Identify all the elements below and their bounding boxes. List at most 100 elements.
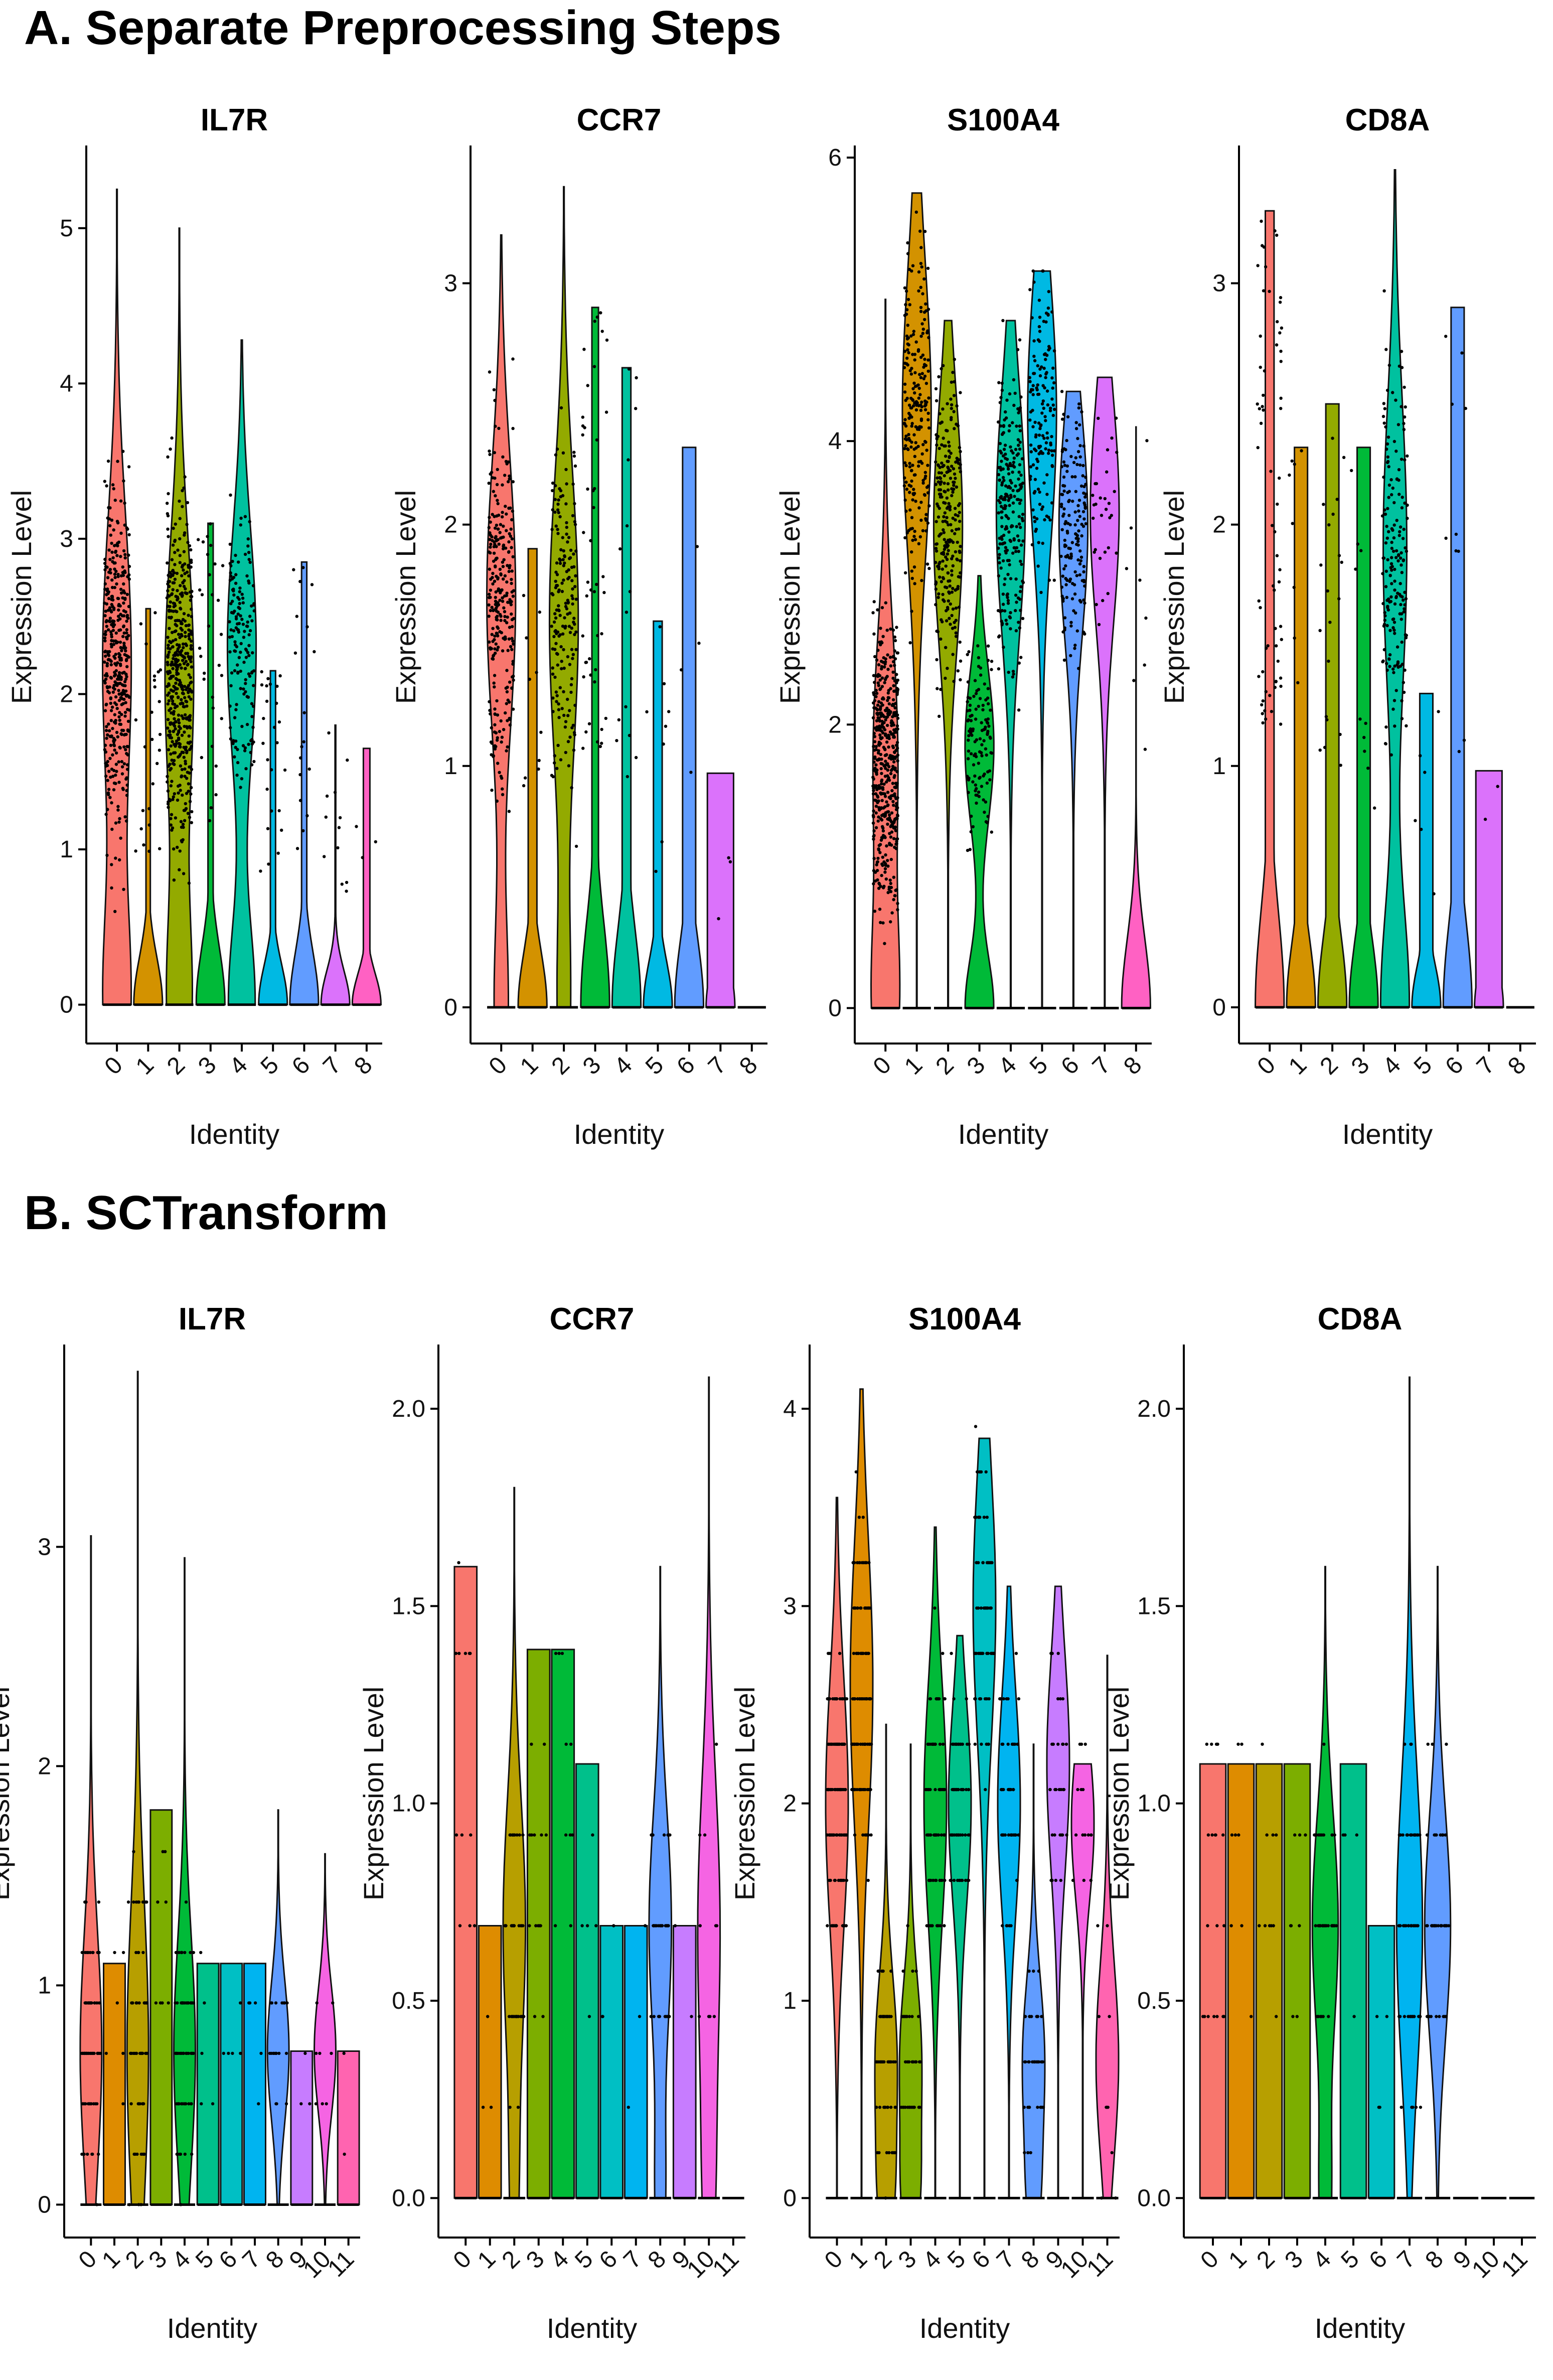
cell-point — [1060, 493, 1063, 496]
x-axis-title: Identity — [167, 2312, 258, 2344]
cell-point — [1083, 495, 1087, 499]
cell-point — [105, 664, 109, 668]
cell-point — [886, 668, 890, 671]
cell-point — [1268, 289, 1271, 293]
cell-point — [457, 1561, 460, 1564]
cell-point — [919, 335, 923, 338]
cell-point — [228, 542, 232, 546]
cell-point — [1083, 506, 1087, 510]
cell-point — [1052, 349, 1056, 353]
section-title-a: A. Separate Preprocessing Steps — [24, 1, 782, 55]
cell-point — [1392, 501, 1396, 505]
cell-point — [1000, 483, 1004, 487]
cell-point — [937, 488, 941, 492]
cell-point — [1108, 516, 1112, 520]
cell-point — [501, 787, 504, 791]
cell-point — [177, 729, 181, 733]
y-tick-label: 1 — [444, 753, 457, 780]
cell-point — [1015, 601, 1018, 604]
cell-point — [950, 614, 954, 618]
cell-point — [168, 730, 172, 733]
cell-point — [874, 811, 878, 815]
cell-point — [981, 708, 985, 712]
cell-point — [594, 582, 598, 586]
cell-point — [557, 588, 561, 592]
y-axis-title: Expression Level — [358, 1687, 389, 1900]
cell-point — [650, 1833, 653, 1837]
cell-point — [244, 767, 248, 771]
cell-point — [118, 628, 122, 632]
cell-point — [879, 791, 883, 795]
cell-point — [1388, 629, 1392, 632]
cell-point — [214, 793, 218, 797]
cell-point — [126, 1900, 130, 1904]
cell-point — [891, 2060, 895, 2064]
violin-cluster-7 — [320, 724, 351, 1006]
cell-point — [234, 617, 238, 621]
cell-point — [589, 588, 593, 592]
cell-point — [896, 759, 899, 763]
cell-point — [1004, 410, 1007, 414]
cell-point — [863, 1606, 867, 1610]
cell-point — [934, 1788, 937, 1792]
cell-point — [903, 382, 907, 386]
cell-point — [228, 578, 232, 582]
cell-point — [985, 781, 989, 785]
cell-point — [123, 591, 126, 594]
cell-point — [493, 685, 496, 689]
cell-point — [1006, 465, 1010, 468]
cell-point — [1006, 467, 1010, 471]
cell-point — [872, 632, 876, 636]
cell-point — [892, 684, 895, 688]
cell-point — [1331, 436, 1334, 440]
cell-point — [926, 308, 930, 311]
cell-point — [919, 501, 923, 504]
y-axis-title: Expression Level — [6, 490, 37, 704]
cell-point — [511, 662, 515, 666]
cell-point — [325, 794, 329, 798]
cell-point — [891, 765, 895, 768]
cell-point — [557, 716, 561, 719]
cell-point — [171, 699, 175, 703]
cell-point — [463, 1652, 468, 1655]
cell-point — [188, 637, 191, 641]
cell-point — [505, 512, 508, 516]
cell-point — [1388, 574, 1392, 577]
cell-point — [1437, 710, 1440, 713]
cell-point — [175, 672, 179, 676]
cell-point — [604, 716, 608, 720]
cell-point — [244, 678, 247, 682]
cell-point — [1383, 512, 1387, 516]
cell-point — [1066, 415, 1070, 418]
cell-point — [947, 549, 950, 552]
cell-point — [1394, 596, 1398, 600]
cell-point — [182, 716, 185, 720]
cell-point — [1060, 465, 1063, 469]
cell-point — [125, 631, 128, 635]
cell-point — [496, 577, 500, 581]
cell-point — [876, 801, 879, 805]
cell-point — [879, 838, 883, 842]
cell-point — [883, 733, 887, 737]
cell-point — [959, 450, 962, 454]
cell-point — [584, 730, 588, 734]
cell-point — [469, 1833, 473, 1837]
cell-point — [905, 531, 909, 535]
cell-point — [917, 396, 921, 400]
cell-point — [1381, 572, 1384, 575]
cell-point — [108, 568, 112, 571]
cell-point — [174, 681, 178, 685]
cell-point — [122, 745, 126, 749]
cell-point — [260, 683, 264, 687]
cell-point — [1001, 319, 1005, 323]
violin-cluster-1 — [901, 192, 932, 1009]
cell-point — [916, 464, 920, 468]
y-tick-label: 1 — [783, 1988, 797, 2014]
cell-point — [905, 308, 909, 312]
cell-point — [890, 811, 894, 815]
cell-point — [121, 565, 124, 569]
cell-point — [891, 757, 895, 761]
cell-point — [489, 588, 493, 592]
cell-point — [997, 574, 1001, 578]
cell-point — [115, 520, 119, 523]
